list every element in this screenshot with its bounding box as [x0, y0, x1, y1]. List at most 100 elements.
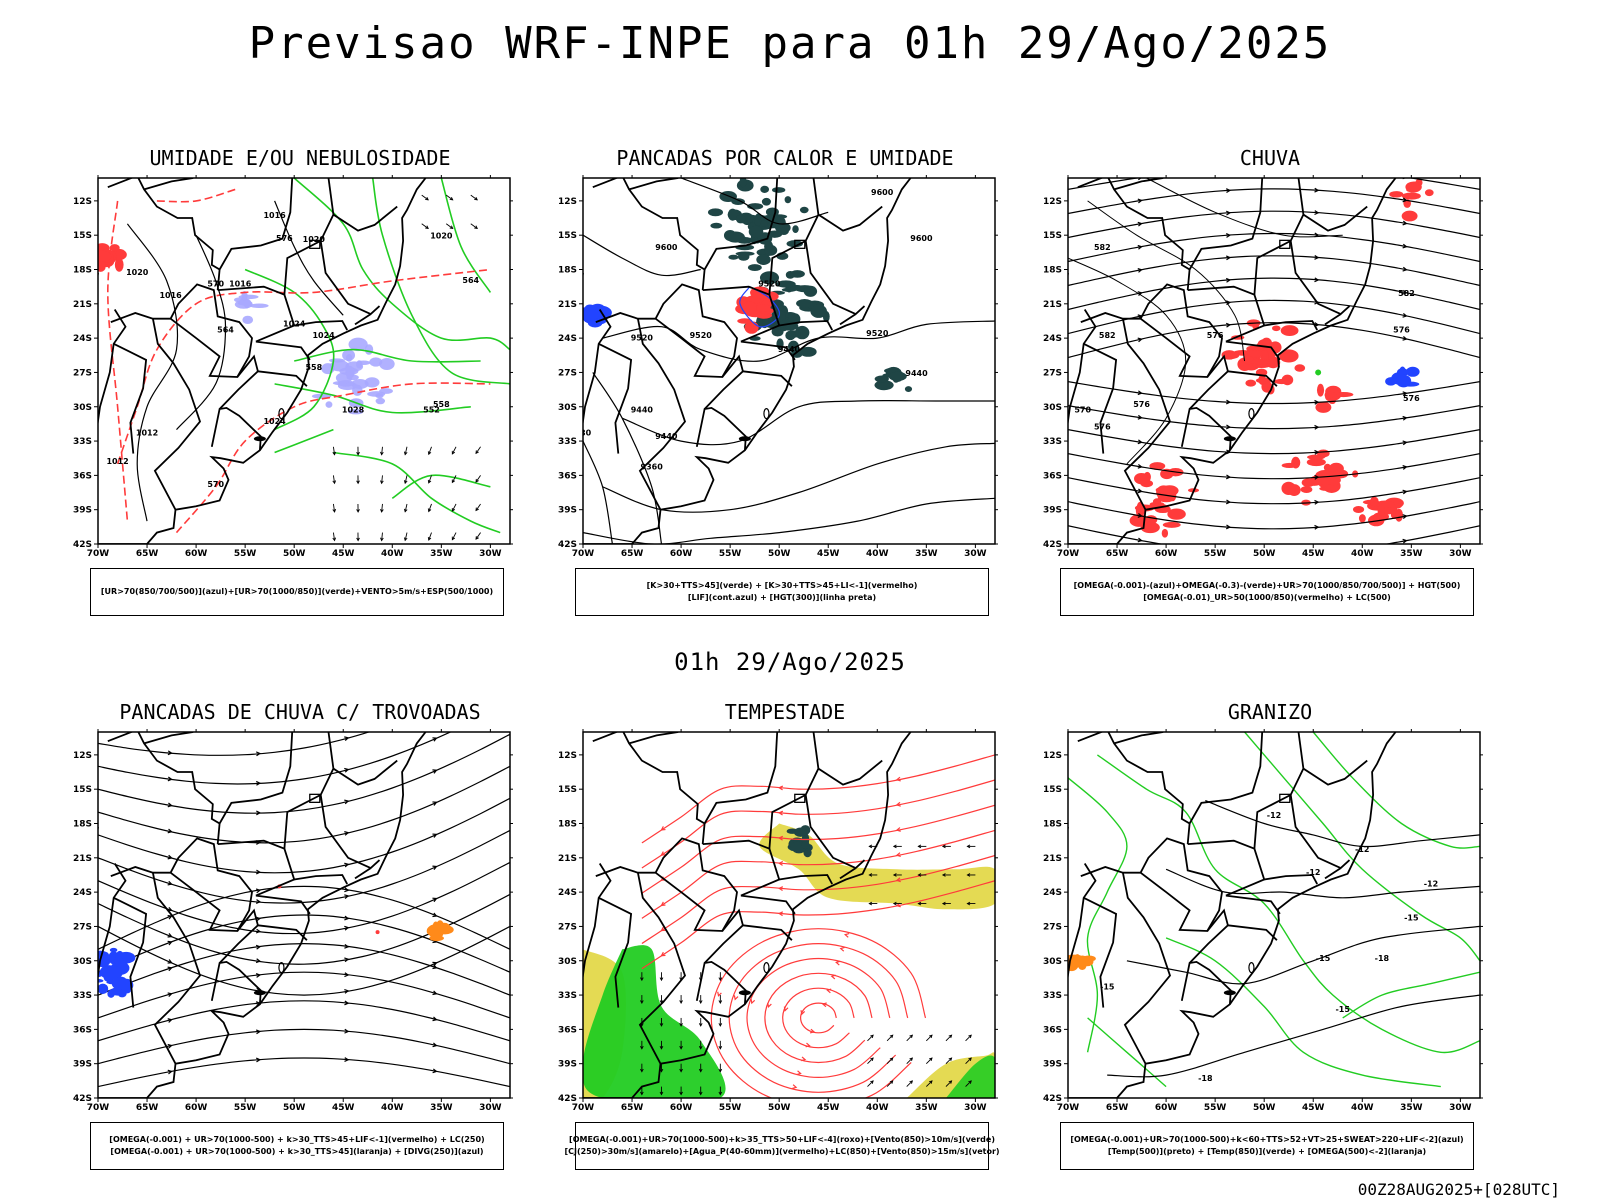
- streamline-arrow: [255, 958, 262, 964]
- contour-label: 582: [1094, 243, 1111, 252]
- streamline: [1068, 255, 1480, 287]
- x-tick-label: 50W: [768, 1103, 791, 1113]
- border-line: [1080, 837, 1223, 932]
- wind-vector: [404, 532, 408, 541]
- border-line: [1122, 318, 1172, 511]
- y-tick-label: 42S: [1043, 1094, 1062, 1104]
- rain-red-area: [1245, 379, 1257, 387]
- border-line: [354, 867, 372, 880]
- panel-title: TEMPESTADE: [724, 700, 846, 724]
- streamline: [1068, 525, 1480, 544]
- wind-vector-head: [941, 873, 946, 877]
- border-line: [1188, 732, 1264, 824]
- federal-district: [1279, 239, 1291, 249]
- streamline-arrow: [660, 826, 666, 831]
- humidity-blue-area: [375, 397, 386, 405]
- wind-vector-head: [698, 1045, 703, 1050]
- wind-green-area: [583, 945, 726, 1098]
- temp850-green-contour: [1342, 971, 1480, 1019]
- y-tick-label: 12S: [558, 197, 577, 207]
- y-tick-label: 42S: [73, 540, 92, 550]
- humidity-blue-area: [379, 388, 393, 394]
- border-line: [1077, 732, 1191, 845]
- streamline: [1068, 501, 1480, 530]
- streamline-arrow: [839, 946, 845, 952]
- green-storm-area: [791, 348, 803, 358]
- streamline-arrow: [1137, 488, 1143, 494]
- streamline-arrow: [1226, 168, 1230, 170]
- rain-red-area: [1424, 189, 1434, 197]
- x-tick-label: 30W: [964, 549, 987, 559]
- rain-red-area: [1306, 458, 1326, 467]
- x-tick-label: 50W: [1253, 549, 1276, 559]
- streamline-arrow: [1137, 439, 1143, 445]
- contour-label: -12: [1306, 868, 1320, 877]
- wind-vector: [404, 446, 408, 455]
- humidity-green-contour: [294, 348, 481, 363]
- border-line: [294, 320, 348, 331]
- wind-vector: [906, 1034, 913, 1042]
- border-line: [1253, 759, 1368, 849]
- x-tick-label: 60W: [1155, 549, 1178, 559]
- wind-vector-head: [640, 1068, 644, 1073]
- federal-district: [1279, 793, 1291, 803]
- y-tick-label: 36S: [73, 1025, 92, 1035]
- wind-vector-head: [868, 873, 873, 877]
- wind-vector-head: [917, 844, 922, 849]
- humidity-blue-area: [325, 401, 333, 408]
- wind-vector-head: [966, 873, 971, 877]
- omega-orange-area: [1068, 957, 1079, 972]
- legend-box: [OMEGA(-0.001)-(azul)+OMEGA(-0.3)-(verde…: [1060, 568, 1474, 616]
- wind-vector-head: [679, 1023, 683, 1027]
- x-tick-label: 50W: [1253, 1103, 1276, 1113]
- streamline-arrow: [1226, 550, 1230, 554]
- streamline-arrow: [255, 972, 262, 978]
- y-tick-label: 15S: [558, 785, 577, 795]
- temp850-green-contour: [1097, 754, 1480, 1054]
- pressure-black-contour: [126, 223, 179, 522]
- streamline: [1068, 322, 1480, 359]
- rain-red-area: [1315, 401, 1332, 413]
- y-tick-label: 24S: [558, 334, 577, 344]
- border-line: [1080, 283, 1223, 378]
- federal-district: [794, 239, 806, 249]
- streamline-arrow: [1402, 266, 1408, 272]
- streamline-arrow: [1137, 244, 1143, 250]
- streamline-arrow: [843, 933, 850, 938]
- streamline-arrow: [432, 964, 438, 970]
- humidity-blue-area: [342, 349, 356, 361]
- streamline-arrow: [256, 810, 262, 816]
- y-tick-label: 27S: [73, 922, 92, 932]
- wind-vector-head: [928, 1057, 933, 1062]
- wind-vector-head: [451, 450, 456, 455]
- thickness-red-dashed: [156, 188, 236, 203]
- streamline-arrow: [1137, 537, 1143, 543]
- border-line: [255, 894, 311, 915]
- streamline-arrow: [1137, 198, 1143, 204]
- y-tick-label: 15S: [1043, 785, 1062, 795]
- humidity-blue-area: [348, 337, 368, 352]
- omega-blue-area: [1405, 366, 1420, 377]
- streamline-arrow: [432, 833, 438, 838]
- streamline-arrow: [432, 865, 438, 871]
- y-tick-label: 42S: [1043, 540, 1062, 550]
- legend-box: [K>30+TTS>45](verde) + [K>30+TTS>45+LI<-…: [575, 568, 989, 616]
- x-tick-label: 55W: [234, 1103, 257, 1113]
- streamline-arrow: [344, 894, 350, 899]
- streamline: [1068, 188, 1480, 215]
- green-storm-area: [904, 386, 913, 392]
- streamline-arrow: [1314, 187, 1320, 193]
- y-tick-label: 30S: [1043, 403, 1062, 413]
- contour-label: -18: [1375, 954, 1390, 963]
- temp850-green-contour: [1087, 1017, 1167, 1088]
- contour-label: 576: [1094, 423, 1111, 432]
- legend-box: [OMEGA(-0.001)+UR>70(1000-500)+k<60+TTS>…: [1060, 1122, 1474, 1170]
- wind-vector: [445, 194, 453, 201]
- wind-vector-head: [968, 1080, 972, 1084]
- contour-label: 570: [207, 480, 224, 489]
- divergence-blue-area: [76, 979, 93, 987]
- streamline-arrow: [432, 769, 438, 774]
- divergence-blue-area: [103, 965, 121, 980]
- streamline-arrow: [1314, 499, 1320, 505]
- wind-vector: [867, 1080, 874, 1087]
